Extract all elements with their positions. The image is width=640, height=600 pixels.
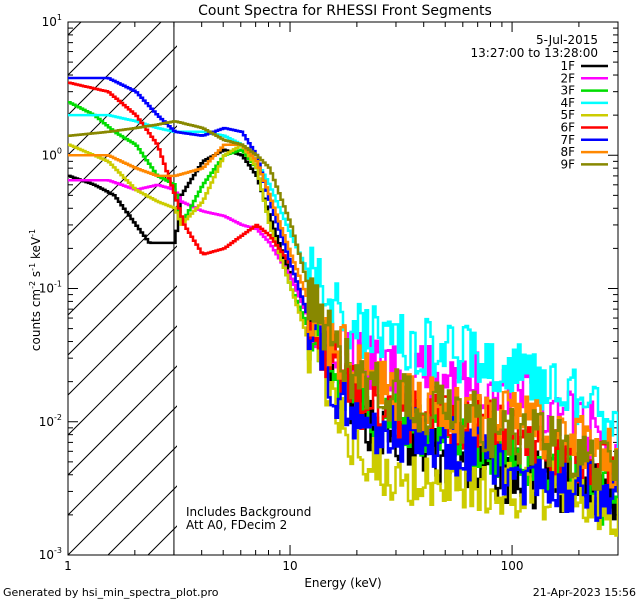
hatch-line (68, 85, 177, 196)
y-tick-label: 101 (42, 13, 62, 29)
y-tick-label: 10-3 (39, 546, 62, 562)
legend-label-1f: 1F (560, 59, 575, 73)
y-tick-label: 10-2 (39, 413, 62, 429)
hatch-line (68, 205, 177, 316)
y-tick-label: 10-1 (39, 280, 62, 296)
x-tick-label: 100 (501, 559, 524, 573)
y-ticks: 101 100 10-1 10-2 10-3 (39, 13, 618, 562)
hatch-line (68, 22, 162, 116)
legend-label-2f: 2F (560, 71, 575, 85)
y-axis-label-sup1: -2 (28, 281, 37, 289)
legend-label-7f: 7F (560, 133, 575, 147)
legend-label-6f: 6F (560, 121, 575, 135)
hatch-line (68, 365, 177, 476)
chart-title: Count Spectra for RHESSI Front Segments (198, 3, 492, 19)
hatch-line (68, 445, 177, 555)
hatch-line (68, 165, 177, 276)
y-axis-label-main: counts cm (29, 289, 43, 351)
annotation-background: Includes Background (186, 505, 311, 519)
series-group (68, 76, 618, 537)
y-axis-label-sup3: -1 (28, 229, 37, 237)
hatch-line (68, 45, 177, 156)
footer-generated: Generated by hsi_min_spectra_plot.pro (3, 586, 219, 599)
footer-date: 21-Apr-2023 15:56 (533, 586, 636, 599)
series-line-7f (68, 76, 618, 522)
legend-label-4f: 4F (560, 96, 575, 110)
y-axis-label-sup2: -1 (28, 263, 37, 271)
series-line-9f (68, 120, 618, 493)
y-tick-label: 100 (42, 146, 62, 162)
date-label: 5-Jul-2015 (536, 33, 598, 47)
legend-label-5f: 5F (560, 108, 575, 122)
legend-label-3f: 3F (560, 84, 575, 98)
legend-label-8f: 8F (560, 145, 575, 159)
annotation-attenuator: Att A0, FDecim 2 (186, 518, 287, 532)
hatch-line (68, 22, 122, 76)
hatch-line (68, 245, 177, 356)
y-axis-label-mid2: keV (29, 236, 43, 263)
hatched-region (68, 22, 177, 555)
hatch-line (68, 405, 177, 516)
time-range-label: 13:27:00 to 13:28:00 (471, 46, 598, 60)
y-axis-label-mid: s (29, 271, 43, 281)
x-ticks: 1 10 100 (64, 22, 619, 573)
y-axis-label: counts cm-2 s-1 keV-1 (28, 229, 43, 351)
x-tick-label: 10 (282, 559, 297, 573)
legend-label-9f: 9F (560, 157, 575, 171)
x-tick-label: 1 (64, 559, 72, 573)
x-axis-label: Energy (keV) (304, 576, 381, 590)
